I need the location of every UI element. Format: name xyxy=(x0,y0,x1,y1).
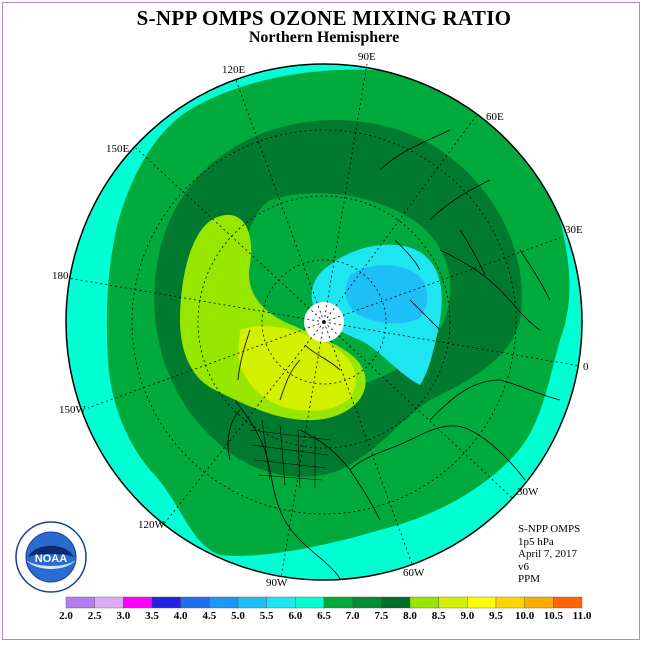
lon-label-60e: 60E xyxy=(486,111,504,123)
state-boundaries xyxy=(249,419,331,489)
page-frame xyxy=(2,2,640,640)
lon-label-150w: 150W xyxy=(59,404,87,416)
info-version: v6 xyxy=(518,560,529,573)
logo-wordmark: NOAA xyxy=(35,553,67,565)
lon-label-30e: 30E xyxy=(565,224,583,236)
lon-label-90e: 90E xyxy=(358,51,376,63)
lon-label-120e: 120E xyxy=(222,64,246,76)
info-level: 1p5 hPa xyxy=(518,535,554,548)
lon-label-180: 180 xyxy=(52,270,69,282)
info-units: PPM xyxy=(518,573,541,585)
lon-label-120w: 120W xyxy=(138,519,166,531)
lon-label-60w: 60W xyxy=(403,567,425,579)
info-instrument: S-NPP OMPS xyxy=(518,523,581,535)
graticule xyxy=(67,63,581,579)
map-title: S-NPP OMPS OZONE MIXING RATIO xyxy=(136,6,512,30)
longitude-labels: 90E 60E 30E 0 30W 60W 90W 120W 150W 180 … xyxy=(52,51,589,589)
ozone-contour-field xyxy=(66,64,582,580)
coastlines xyxy=(227,129,561,580)
info-date: April 7, 2017 xyxy=(518,548,577,560)
lon-label-0: 0 xyxy=(583,361,589,373)
info-block: S-NPP OMPS 1p5 hPa April 7, 2017 v6 PPM xyxy=(518,523,580,586)
lon-label-30w: 30W xyxy=(517,486,539,498)
map-boundary xyxy=(65,63,583,581)
contour-5-0 xyxy=(345,265,428,324)
lon-label-90w: 90W xyxy=(266,577,288,589)
contour-8-0 xyxy=(238,325,356,411)
map-subtitle: Northern Hemisphere xyxy=(248,29,400,46)
lon-label-150e: 150E xyxy=(106,143,130,155)
noaa-logo-icon: NOAA xyxy=(15,521,87,593)
